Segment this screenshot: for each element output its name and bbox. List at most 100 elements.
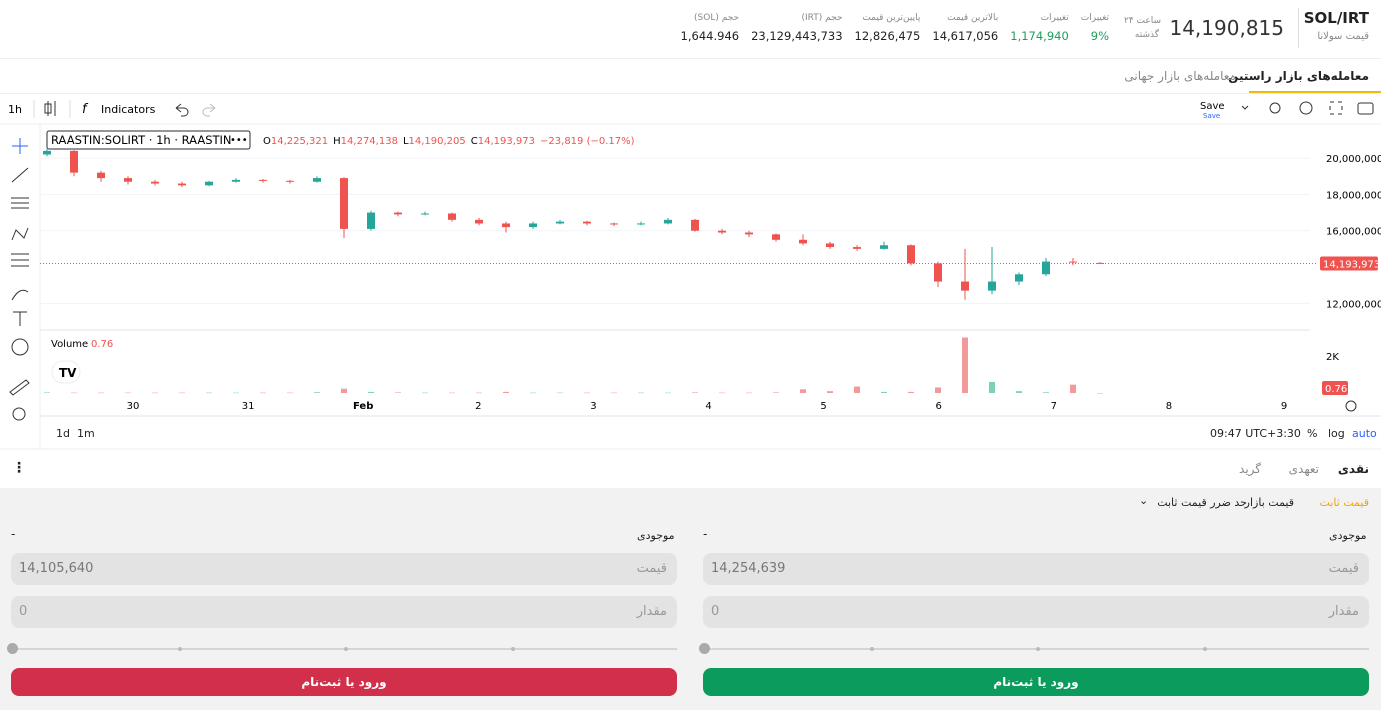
range[interactable]: 1d bbox=[56, 427, 70, 440]
tv-logo-text: TV bbox=[59, 366, 77, 380]
y-tick-label: 20,000,000 bbox=[1326, 154, 1381, 165]
settings[interactable] bbox=[1345, 400, 1357, 412]
input[interactable]: مقدار 0 bbox=[11, 596, 677, 628]
order-tabs bbox=[0, 450, 1381, 488]
volume-bar bbox=[449, 392, 455, 394]
x-tick-label: 9 bbox=[1281, 401, 1287, 412]
order-tab[interactable]: گرید bbox=[1239, 462, 1261, 476]
order-type[interactable]: قیمت ثابت bbox=[1319, 496, 1369, 509]
volume-box bbox=[1322, 380, 1348, 395]
candle-body bbox=[475, 219, 483, 224]
legend-change: −23,819 (−0.17%) bbox=[540, 136, 635, 147]
slider-dot bbox=[344, 647, 348, 651]
candle-body bbox=[745, 232, 753, 235]
indicators[interactable]: Indicators bbox=[101, 103, 156, 116]
period: ۲۴ ساعت bbox=[1123, 16, 1161, 26]
drawing-tools[interactable] bbox=[9, 138, 30, 421]
volume-bar bbox=[476, 392, 482, 394]
tab[interactable]: معامله‌های بازار جهانی bbox=[1124, 69, 1236, 83]
tab-active[interactable] bbox=[1249, 60, 1381, 93]
log[interactable]: log bbox=[1328, 427, 1345, 440]
stat-value: 1,174,940 bbox=[1010, 29, 1069, 43]
candle-body bbox=[43, 150, 51, 155]
candle-body bbox=[259, 179, 267, 181]
input-value: 0 bbox=[19, 604, 28, 619]
icon[interactable] bbox=[1357, 102, 1374, 115]
input[interactable]: قیمت 14,105,640 bbox=[11, 553, 677, 585]
last-price-label: 14,193,973 bbox=[1323, 260, 1380, 271]
volume-bar bbox=[44, 392, 50, 393]
slider-dot bbox=[869, 647, 874, 651]
input[interactable]: قیمت 14,254,639 bbox=[703, 553, 1369, 585]
save[interactable]: Save bbox=[1200, 101, 1225, 112]
input-value: 14,105,640 bbox=[19, 561, 94, 576]
volume-bar bbox=[557, 392, 563, 394]
volume-bar bbox=[665, 392, 671, 394]
chevron[interactable] bbox=[1241, 105, 1249, 110]
header bbox=[0, 0, 1381, 59]
volume-bar bbox=[1097, 392, 1103, 394]
volume-bar bbox=[935, 387, 941, 393]
x-tick-label: 3 bbox=[590, 401, 596, 412]
candle-body bbox=[529, 223, 537, 228]
candle-body bbox=[232, 179, 240, 182]
candle-body bbox=[286, 180, 294, 182]
range[interactable]: 1m bbox=[77, 427, 95, 440]
legend-value: 14,274,138 bbox=[341, 136, 398, 147]
volume-bar bbox=[71, 392, 77, 394]
price: 14,190,815 bbox=[1169, 16, 1284, 40]
volume-bar bbox=[908, 391, 914, 393]
volume-bar bbox=[368, 391, 374, 393]
input-label: قیمت bbox=[636, 561, 667, 576]
tab[interactable]: معامله‌های بازار راستین bbox=[1228, 69, 1369, 83]
slider-knob[interactable] bbox=[7, 643, 18, 654]
fx-icon[interactable]: f bbox=[82, 102, 89, 117]
y-tick-label: 18,000,000 bbox=[1326, 190, 1381, 201]
candle-body bbox=[691, 219, 699, 231]
volume-title: Volume bbox=[51, 339, 88, 350]
candle-body bbox=[394, 212, 402, 215]
slider-dot bbox=[1202, 647, 1207, 651]
interval[interactable]: 1h bbox=[8, 103, 22, 116]
stat-value: 23,129,443,733 bbox=[751, 29, 843, 43]
input-value: 0 bbox=[711, 604, 720, 619]
redo[interactable] bbox=[202, 103, 216, 117]
balance-label: موجودی bbox=[1329, 529, 1367, 542]
candle-body bbox=[340, 178, 348, 229]
undo[interactable] bbox=[175, 103, 189, 117]
button[interactable]: ورود یا ثبت‌نام bbox=[11, 668, 677, 696]
order-tab[interactable]: تعهدی bbox=[1288, 462, 1319, 476]
input-label: مقدار bbox=[636, 604, 667, 619]
volume-bar bbox=[1043, 392, 1049, 393]
volume-bar bbox=[989, 381, 995, 393]
y-tick-label: 12,000,000 bbox=[1326, 299, 1381, 310]
button[interactable]: ورود یا ثبت‌نام bbox=[703, 668, 1369, 696]
more[interactable]: ••• bbox=[230, 135, 248, 146]
auto[interactable]: auto bbox=[1352, 427, 1377, 440]
volume-bar bbox=[611, 392, 617, 394]
order-tab[interactable]: نقدی bbox=[1337, 462, 1369, 476]
icon[interactable] bbox=[1299, 101, 1313, 115]
symbol-box[interactable] bbox=[46, 130, 251, 150]
chevron[interactable]: ⌄ bbox=[1139, 494, 1149, 507]
candle-body bbox=[772, 234, 780, 240]
x-tick-label: 2 bbox=[475, 401, 481, 412]
input-label: مقدار bbox=[1328, 604, 1359, 619]
stat-value: 12,826,475 bbox=[854, 29, 921, 43]
candle-icon[interactable] bbox=[44, 101, 56, 116]
order-type[interactable]: حد ضرر قیمت ثابت bbox=[1157, 496, 1247, 509]
candle-body bbox=[70, 150, 78, 173]
icon[interactable] bbox=[1329, 101, 1343, 115]
menu[interactable]: ⋮ bbox=[12, 460, 26, 476]
volume-bar bbox=[206, 392, 212, 394]
divider bbox=[1298, 8, 1299, 48]
candle-body bbox=[853, 247, 861, 249]
volume-bar bbox=[1016, 391, 1022, 393]
input[interactable]: مقدار 0 bbox=[703, 596, 1369, 628]
icon[interactable] bbox=[1269, 102, 1281, 114]
percent[interactable]: % bbox=[1307, 427, 1318, 440]
slider-knob[interactable] bbox=[699, 643, 710, 654]
stat: تغییرات 9% bbox=[1081, 13, 1109, 43]
order-type[interactable]: قیمت بازار bbox=[1244, 496, 1294, 509]
